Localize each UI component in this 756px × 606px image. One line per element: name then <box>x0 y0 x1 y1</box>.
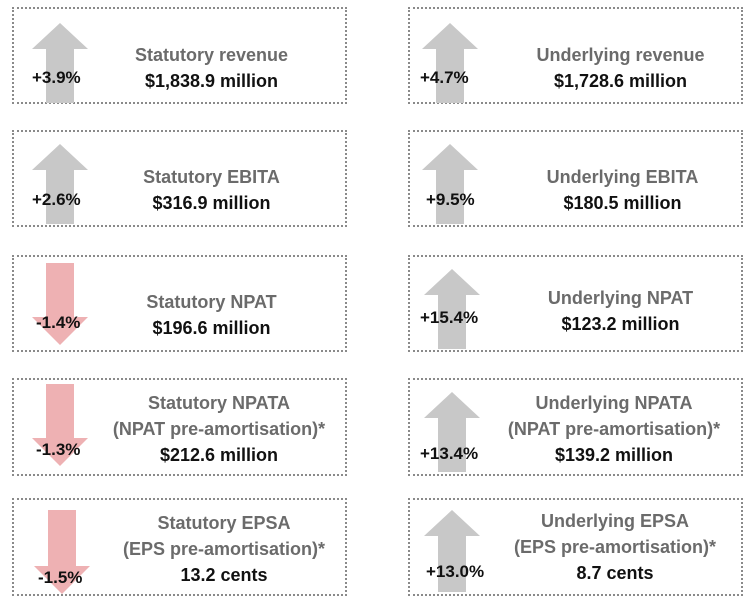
arrow-up-icon <box>32 23 88 103</box>
metric-value: $180.5 million <box>563 193 682 213</box>
metric-text: Underlying revenue $1,728.6 million <box>508 42 733 94</box>
metric-value: $316.9 million <box>152 193 271 213</box>
metric-card-statutory-ebita: +2.6% Statutory EBITA $316.9 million <box>12 130 347 227</box>
metric-value: 13.2 cents <box>180 565 268 585</box>
change-percent: +15.4% <box>420 308 479 327</box>
metric-label: Statutory NPATA <box>148 393 290 413</box>
metric-card-statutory-revenue: +3.9% Statutory revenue $1,838.9 million <box>12 7 347 104</box>
metric-label: Statutory NPAT <box>146 292 277 312</box>
metric-card-underlying-npata: +13.4% Underlying NPATA (NPAT pre-amorti… <box>408 378 743 476</box>
metric-text: Underlying EPSA (EPS pre-amortisation)* … <box>490 508 740 586</box>
metric-text: Underlying NPATA (NPAT pre-amortisation)… <box>488 390 740 468</box>
change-percent: -1.5% <box>38 568 83 587</box>
metric-sublabel: (NPAT pre-amortisation)* <box>507 419 721 439</box>
metric-sublabel: (EPS pre-amortisation)* <box>122 539 326 559</box>
arrow-up-icon <box>422 144 478 224</box>
metric-text: Statutory NPATA (NPAT pre-amortisation)*… <box>94 390 344 468</box>
metric-value: $1,838.9 million <box>144 71 279 91</box>
metric-card-underlying-ebita: +9.5% Underlying EBITA $180.5 million <box>408 130 743 227</box>
change-percent: +13.4% <box>420 444 479 463</box>
change-percent: +4.7% <box>420 68 469 87</box>
metric-card-underlying-epsa: +13.0% Underlying EPSA (EPS pre-amortisa… <box>408 498 743 596</box>
arrow-down-icon <box>32 263 88 345</box>
metric-label: Statutory EPSA <box>157 513 291 533</box>
change-percent: +13.0% <box>426 562 485 581</box>
metric-value: $123.2 million <box>561 314 680 334</box>
arrow-up-icon <box>424 269 480 349</box>
metric-text: Statutory EBITA $316.9 million <box>114 164 309 216</box>
arrow-down-icon <box>34 510 90 594</box>
arrow-up-icon <box>32 144 88 224</box>
change-percent: +9.5% <box>426 190 475 209</box>
metric-label: Statutory revenue <box>134 45 289 65</box>
metric-text: Underlying NPAT $123.2 million <box>518 285 723 337</box>
change-percent: +2.6% <box>32 190 81 209</box>
metric-sublabel: (EPS pre-amortisation)* <box>513 537 717 557</box>
metric-text: Statutory EPSA (EPS pre-amortisation)* 1… <box>99 510 349 588</box>
change-percent: -1.3% <box>36 440 81 459</box>
metric-card-statutory-npat: -1.4% Statutory NPAT $196.6 million <box>12 255 347 352</box>
change-percent: -1.4% <box>36 313 81 332</box>
metric-card-underlying-npat: +15.4% Underlying NPAT $123.2 million <box>408 255 743 352</box>
metric-label: Underlying EPSA <box>540 511 690 531</box>
metric-label: Underlying EBITA <box>546 167 699 187</box>
metric-label: Underlying NPATA <box>535 393 693 413</box>
metric-value: 8.7 cents <box>576 563 654 583</box>
metric-card-statutory-npata: -1.3% Statutory NPATA (NPAT pre-amortisa… <box>12 378 347 476</box>
metric-value: $139.2 million <box>554 445 674 465</box>
arrow-up-icon <box>424 392 480 472</box>
metric-card-statutory-epsa: -1.5% Statutory EPSA (EPS pre-amortisati… <box>12 498 347 596</box>
metric-value: $1,728.6 million <box>553 71 688 91</box>
metric-label: Statutory EBITA <box>143 167 280 187</box>
metric-sublabel: (NPAT pre-amortisation)* <box>112 419 326 439</box>
arrow-up-icon <box>422 23 478 103</box>
metric-text: Statutory NPAT $196.6 million <box>114 289 309 341</box>
metric-label: Underlying NPAT <box>547 288 694 308</box>
change-percent: +3.9% <box>32 68 81 87</box>
arrow-down-icon <box>32 384 88 466</box>
metric-value: $196.6 million <box>152 318 271 338</box>
arrow-up-icon <box>424 510 480 592</box>
metric-value: $212.6 million <box>159 445 279 465</box>
metric-text: Statutory revenue $1,838.9 million <box>114 42 309 94</box>
metric-text: Underlying EBITA $180.5 million <box>520 164 725 216</box>
metric-card-underlying-revenue: +4.7% Underlying revenue $1,728.6 millio… <box>408 7 743 104</box>
metric-label: Underlying revenue <box>536 45 705 65</box>
